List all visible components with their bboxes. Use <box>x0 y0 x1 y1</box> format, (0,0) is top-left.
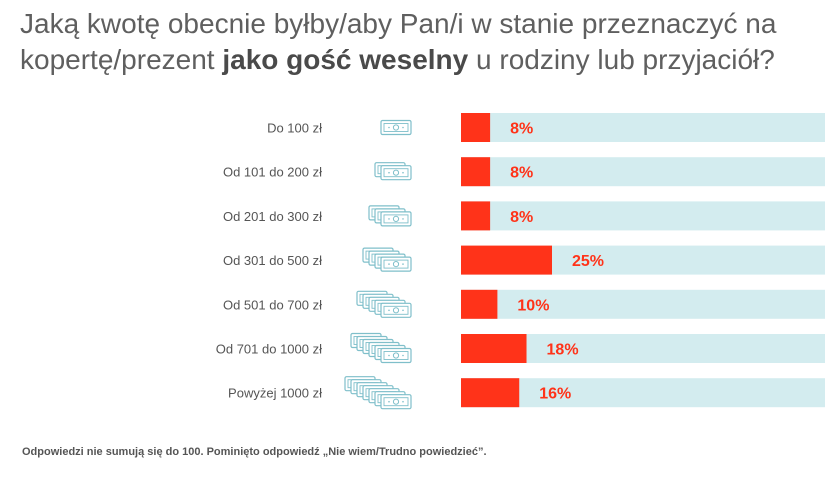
value-label: 8% <box>510 121 533 138</box>
banknote-icon <box>380 119 412 136</box>
value-label: 10% <box>517 297 549 314</box>
banknote-dot <box>388 171 390 174</box>
banknote-inner-frame <box>383 305 409 315</box>
banknote-coin <box>392 169 400 176</box>
bar-chart: Do 100 zł 8%Od 101 do 200 zł 8%Od 201 do 3… <box>216 113 825 410</box>
category-label: Od 201 do 300 zł <box>223 209 322 224</box>
bar-track <box>461 378 825 408</box>
footnote: Odpowiedzi nie sumują się do 100. Pomini… <box>22 446 487 458</box>
value-label: 18% <box>547 342 579 359</box>
bar <box>461 113 491 142</box>
value-label: 16% <box>539 386 571 403</box>
title-part2: u rodziny lub przyjaciół? <box>468 44 775 75</box>
bar-track <box>461 201 825 231</box>
banknote-coin <box>392 307 400 314</box>
banknote-inner-frame <box>383 123 409 132</box>
page-title: Jaką kwotę obecnie byłby/aby Pan/i w sta… <box>20 6 830 78</box>
banknote-inner-frame <box>383 397 409 407</box>
banknote-inner-frame <box>383 214 409 224</box>
banknote-dot <box>402 171 404 174</box>
banknote-dot <box>402 354 404 357</box>
value-label: 25% <box>572 253 604 270</box>
banknote-stack-icon <box>374 162 412 181</box>
category-label: Od 501 do 700 zł <box>223 297 322 312</box>
category-label: Od 301 do 500 zł <box>223 253 322 268</box>
banknote-coin <box>392 398 400 405</box>
banknote-outline <box>380 211 412 227</box>
bar <box>461 334 527 363</box>
chart-row: Powyżej 1000 zł 16% <box>228 376 825 410</box>
banknote-dot <box>402 309 404 312</box>
banknote-stack-icon <box>362 247 412 272</box>
banknote-dot <box>388 263 390 265</box>
banknote-dot <box>388 354 390 357</box>
banknote-dot <box>388 218 390 220</box>
bar <box>461 289 498 319</box>
banknote-outline <box>380 302 412 318</box>
category-label: Powyżej 1000 zł <box>228 386 322 401</box>
banknote-icon <box>380 394 412 410</box>
banknote-stack-icon <box>350 332 412 364</box>
value-label: 8% <box>510 209 533 226</box>
chart-row: Od 501 do 700 zł 10% <box>223 289 825 319</box>
category-label: Od 701 do 1000 zł <box>216 342 322 357</box>
banknote-dot <box>388 309 390 312</box>
banknote-outline <box>380 347 412 364</box>
bar <box>461 378 520 408</box>
banknote-icon <box>380 256 412 272</box>
bar <box>461 245 552 275</box>
banknote-outline <box>380 256 412 272</box>
banknote-icon <box>380 347 412 364</box>
bar-track <box>461 157 825 187</box>
bar <box>461 157 491 187</box>
banknote-dot <box>402 263 404 265</box>
banknote-dot <box>402 218 404 220</box>
banknote-stack-icon <box>344 376 412 410</box>
banknote-coin <box>392 352 400 359</box>
chart-row: Od 101 do 200 zł 8% <box>223 157 825 187</box>
banknote-icon <box>380 165 412 181</box>
banknote-coin <box>392 215 400 222</box>
banknote-inner-frame <box>383 351 409 360</box>
banknote-dot <box>388 400 390 403</box>
category-label: Do 100 zł <box>267 121 322 136</box>
banknote-outline <box>380 394 412 410</box>
banknote-outline <box>380 165 412 181</box>
chart-row: Od 701 do 1000 zł 18% <box>216 332 825 364</box>
chart-row: Do 100 zł 8% <box>267 113 825 142</box>
chart-row: Od 201 do 300 zł 8% <box>223 201 825 231</box>
bar-track <box>461 113 825 142</box>
banknote-outline <box>380 119 412 136</box>
banknote-icon <box>380 302 412 318</box>
banknote-icon <box>380 211 412 227</box>
banknote-dot <box>402 400 404 403</box>
title-bold: jako gość weselny <box>222 44 469 75</box>
banknote-stack-icon <box>380 119 412 136</box>
banknote-stack-icon <box>356 290 412 318</box>
banknote-stack-icon <box>368 205 412 227</box>
banknote-coin <box>392 261 400 268</box>
bar-track <box>461 289 825 319</box>
title-part1: Jaką kwotę obecnie byłby/aby Pan/i w sta… <box>20 8 777 75</box>
bar <box>461 201 491 231</box>
banknote-dot <box>388 126 390 129</box>
chart-row: Od 301 do 500 zł 25% <box>223 245 825 275</box>
category-label: Od 101 do 200 zł <box>223 165 322 180</box>
value-label: 8% <box>510 165 533 182</box>
banknote-inner-frame <box>383 259 409 269</box>
banknote-coin <box>392 124 400 131</box>
banknote-dot <box>402 126 404 129</box>
banknote-inner-frame <box>383 168 409 178</box>
